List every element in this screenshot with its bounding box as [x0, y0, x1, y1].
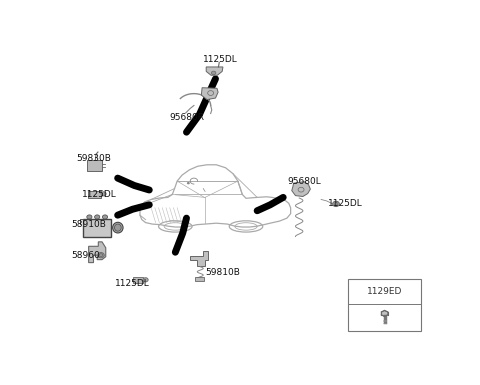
Polygon shape [381, 310, 388, 316]
Text: 95680R: 95680R [170, 113, 205, 122]
Text: 1129ED: 1129ED [367, 287, 402, 296]
Text: 95680L: 95680L [287, 177, 321, 186]
Text: 1125DL: 1125DL [115, 279, 150, 288]
Text: 1125DL: 1125DL [203, 55, 237, 64]
Bar [348, 279, 421, 331]
Polygon shape [190, 251, 208, 266]
Circle shape [97, 253, 104, 258]
Text: 59830B: 59830B [77, 154, 112, 163]
Bar [195, 278, 204, 281]
Bar [83, 219, 111, 236]
Circle shape [211, 71, 216, 75]
Circle shape [95, 215, 100, 219]
Bar [87, 160, 102, 171]
Circle shape [333, 201, 339, 207]
Polygon shape [206, 67, 223, 75]
Text: 59810B: 59810B [205, 268, 240, 278]
Bar [132, 278, 143, 283]
Text: 1125DL: 1125DL [83, 190, 117, 199]
Circle shape [102, 215, 108, 219]
Circle shape [101, 192, 106, 196]
Polygon shape [89, 242, 106, 263]
Text: 1125DL: 1125DL [328, 199, 362, 208]
Ellipse shape [113, 222, 123, 233]
Text: 58960: 58960 [71, 251, 100, 260]
Text: 58910B: 58910B [71, 219, 106, 229]
Circle shape [143, 278, 148, 282]
Circle shape [187, 182, 190, 184]
Bar [88, 191, 101, 198]
Polygon shape [292, 182, 311, 196]
Ellipse shape [115, 224, 121, 231]
Circle shape [87, 215, 92, 219]
Polygon shape [202, 88, 218, 100]
